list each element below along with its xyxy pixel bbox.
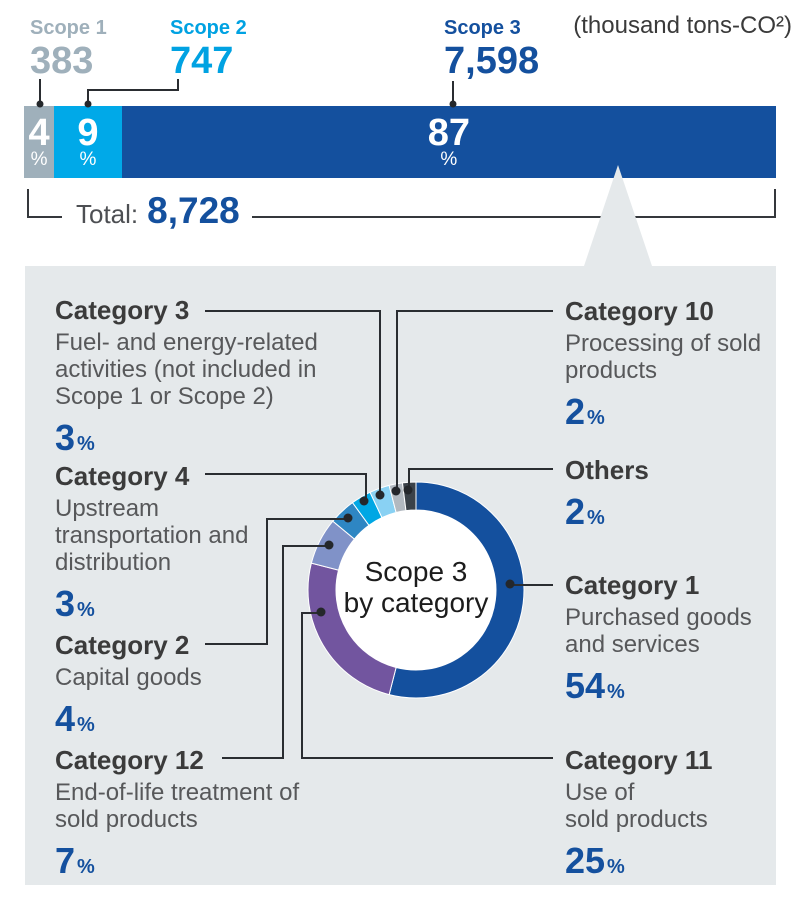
category-1-percent: 54% [565, 665, 795, 707]
category-block-others: Others 2% [565, 456, 795, 533]
category-12-title: Category 12 [55, 745, 204, 775]
scope-3-value: 7,598 [444, 40, 540, 82]
bar-segment-scope-3: 87% [121, 106, 776, 178]
scope-block-scope-1: Scope 1 383 [30, 17, 107, 80]
category-12-description-line: End-of-life treatment of [55, 779, 300, 806]
category-12-percent: 7% [55, 840, 340, 882]
category-2-title: Category 2 [55, 630, 190, 660]
total-bracket-left [27, 189, 62, 218]
category-block-category-3: Category 3 Fuel- and energy-related activi… [55, 296, 340, 459]
category-10-percent-value: 2 [565, 391, 586, 432]
category-1-description-line: Purchased goods [565, 604, 752, 631]
category-4-percent-value: 3 [55, 583, 76, 624]
percent-sign: % [607, 856, 625, 878]
category-block-category-2: Category 2 Capital goods 4% [55, 631, 340, 740]
category-4-description-line: distribution [55, 549, 172, 576]
total-bracket-right [252, 189, 776, 218]
category-11-title: Category 11 [565, 745, 713, 775]
category-block-category-1: Category 1 Purchased goods and services 54% [565, 571, 795, 707]
percent-sign: % [587, 507, 605, 529]
others-percent: 2% [565, 491, 795, 533]
category-11-percent-value: 25 [565, 840, 606, 881]
percent-sign: % [77, 433, 95, 455]
category-11-percent: 25% [565, 840, 795, 882]
category-1-title: Category 1 [565, 570, 700, 600]
percent-sign: % [587, 407, 605, 429]
bar-segment-percent: 9 [77, 112, 99, 154]
category-10-percent: 2% [565, 391, 795, 433]
scope-2-value: 747 [170, 40, 234, 82]
panel-pointer-triangle [584, 165, 652, 266]
percent-sign: % [77, 599, 95, 621]
category-block-category-10: Category 10 Processing of sold products 2% [565, 297, 795, 433]
category-4-description-line: transportation and [55, 522, 249, 549]
category-1-description-line: and services [565, 631, 700, 658]
category-11-description-line: sold products [565, 806, 708, 833]
scope-2-label: Scope 2 [170, 17, 247, 39]
category-4-percent: 3% [55, 583, 340, 625]
scope-1-value: 383 [30, 40, 94, 82]
category-12-percent-value: 7 [55, 840, 76, 881]
bar-segment-scope-2: 9% [54, 106, 122, 178]
percent-sign: % [79, 149, 97, 170]
category-block-category-12: Category 12 End-of-life treatment of sold … [55, 746, 340, 882]
total-value: 8,728 [147, 190, 240, 231]
category-4-description-line: Upstream [55, 495, 160, 522]
category-10-title: Category 10 [565, 296, 714, 326]
category-3-description-line: activities (not included in [55, 356, 317, 383]
category-3-description-line: Scope 1 or Scope 2) [55, 383, 274, 410]
category-10-description-line: Processing of sold [565, 330, 762, 357]
category-3-percent-value: 3 [55, 417, 76, 458]
scope-block-scope-2: Scope 2 747 [170, 17, 247, 80]
percent-sign: % [30, 149, 48, 170]
stacked-bar: 4% 9% 87% [24, 106, 776, 178]
total: Total: 8,728 [76, 190, 240, 232]
others-title: Others [565, 455, 649, 485]
others-percent-value: 2 [565, 491, 586, 532]
category-2-description-line: Capital goods [55, 664, 202, 691]
category-block-category-4: Category 4 Upstream transportation and dist… [55, 462, 340, 625]
percent-sign: % [607, 681, 625, 703]
category-3-percent: 3% [55, 417, 340, 459]
bar-segment-percent: 4 [28, 112, 50, 154]
category-3-description-line: Fuel- and energy-related [55, 329, 318, 356]
scope-3-label: Scope 3 [444, 17, 521, 39]
category-4-title: Category 4 [55, 461, 190, 491]
category-11-description-line: Use of [565, 779, 635, 806]
total-label: Total: [76, 199, 139, 229]
scope-block-scope-3: Scope 3 7,598 [444, 17, 539, 80]
scope2-leader-line [87, 79, 179, 101]
scope-leader-lines [39, 79, 454, 101]
category-12-description-line: sold products [55, 806, 198, 833]
category-1-percent-value: 54 [565, 665, 606, 706]
category-2-percent-value: 4 [55, 698, 76, 739]
units-label: (thousand tons-CO²) [573, 12, 792, 39]
category-block-category-11: Category 11 Use of sold products 25% [565, 746, 795, 882]
percent-sign: % [77, 714, 95, 736]
bar-segment-scope-1: 4% [24, 106, 55, 178]
category-2-percent: 4% [55, 698, 340, 740]
category-10-description-line: products [565, 357, 658, 384]
scope-1-label: Scope 1 [30, 17, 107, 39]
category-3-title: Category 3 [55, 295, 190, 325]
percent-sign: % [77, 856, 95, 878]
bar-segment-percent: 87 [427, 112, 470, 154]
percent-sign: % [440, 149, 458, 170]
